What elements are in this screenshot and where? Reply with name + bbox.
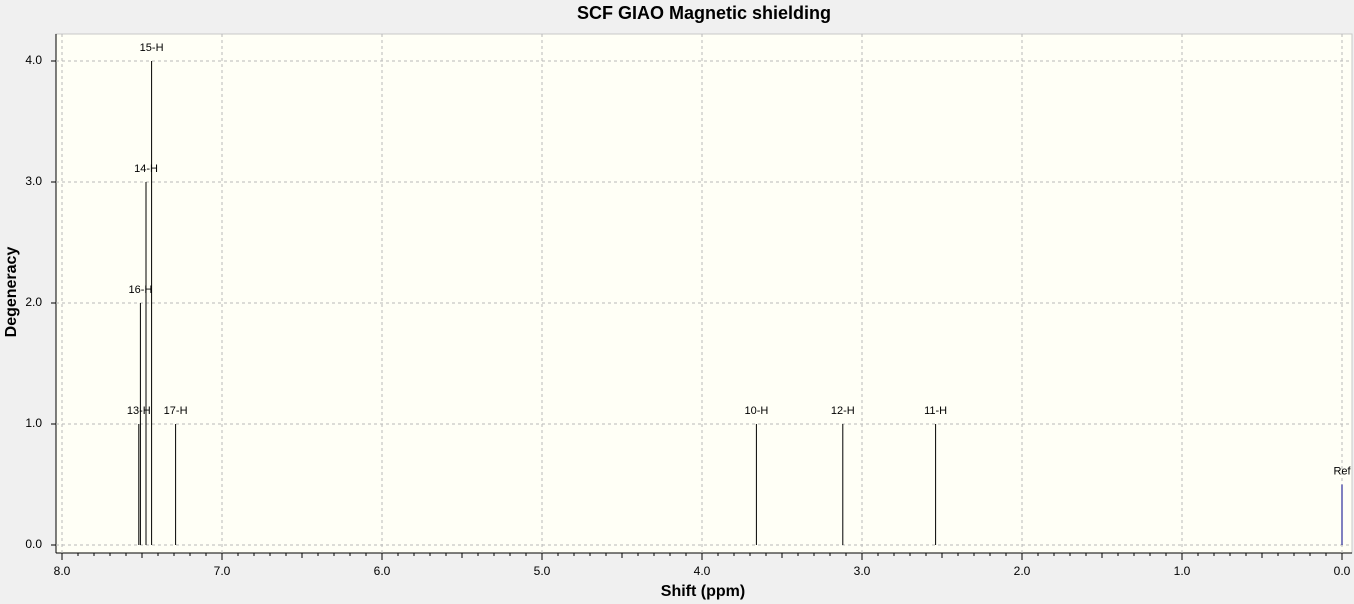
x-tick-label: 5.0 xyxy=(534,564,551,578)
x-tick-label: 4.0 xyxy=(694,564,711,578)
y-tick-label: 1.0 xyxy=(25,416,42,430)
peak-label: 13-H xyxy=(127,405,151,417)
x-tick-label: 6.0 xyxy=(374,564,391,578)
x-tick-label: 7.0 xyxy=(214,564,231,578)
y-tick-label: 4.0 xyxy=(25,53,42,67)
peak-label: 11-H xyxy=(924,405,947,417)
peak-label: 10-H xyxy=(744,405,768,417)
peak-label: Ref xyxy=(1333,465,1351,477)
y-tick-label: 3.0 xyxy=(25,174,42,188)
peak-label: 14-H xyxy=(134,163,158,175)
y-axis-label: Degeneracy xyxy=(3,247,20,338)
y-tick-label: 2.0 xyxy=(25,295,42,309)
x-tick-label: 0.0 xyxy=(1334,564,1351,578)
peak-label: 16-H xyxy=(128,284,152,296)
x-tick-label: 3.0 xyxy=(854,564,871,578)
chart-title: SCF GIAO Magnetic shielding xyxy=(577,3,831,23)
x-tick-label: 8.0 xyxy=(54,564,71,578)
x-tick-label: 2.0 xyxy=(1014,564,1031,578)
peak-label: 15-H xyxy=(140,42,164,54)
x-tick-label: 1.0 xyxy=(1174,564,1191,578)
plot-area xyxy=(55,33,1353,554)
x-axis-label: Shift (ppm) xyxy=(661,583,745,600)
peak-label: 17-H xyxy=(164,405,188,417)
peak-label: 12-H xyxy=(831,405,855,417)
y-tick-label: 0.0 xyxy=(25,537,42,551)
